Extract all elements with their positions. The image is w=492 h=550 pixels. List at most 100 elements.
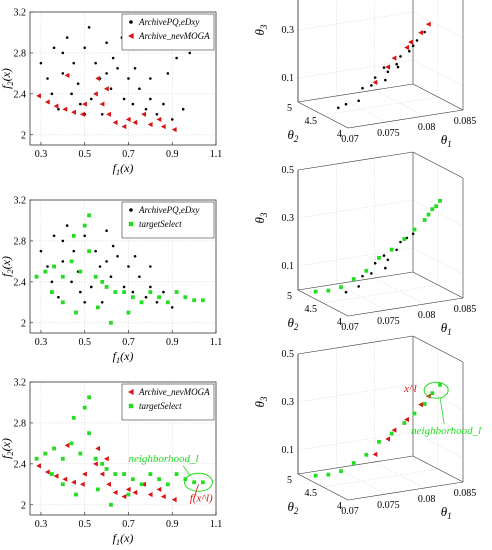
data-point bbox=[100, 461, 105, 466]
data-point bbox=[364, 268, 369, 273]
y-tick-label: 2.4 bbox=[14, 459, 27, 470]
data-point bbox=[116, 254, 119, 258]
data-point bbox=[106, 481, 111, 487]
y-tick-label: 4 bbox=[337, 129, 342, 140]
data-point bbox=[425, 21, 431, 27]
data-point bbox=[370, 272, 373, 275]
legend-label: ArchivePQ,eDxy bbox=[138, 205, 199, 215]
data-point bbox=[412, 411, 417, 416]
series3d-1 bbox=[313, 382, 442, 478]
data-point bbox=[404, 416, 410, 423]
data-point bbox=[57, 107, 60, 111]
data-point bbox=[79, 290, 82, 294]
data-point bbox=[165, 300, 170, 305]
legend-label: targetSelect bbox=[139, 219, 182, 229]
data-point bbox=[95, 305, 100, 310]
data-point bbox=[34, 456, 39, 461]
data-point bbox=[188, 51, 192, 55]
data-point bbox=[34, 274, 39, 279]
data-point bbox=[402, 237, 407, 241]
y-axis-label: θ2 bbox=[288, 499, 299, 516]
x-tick-label: 0.7 bbox=[122, 149, 135, 160]
data-point bbox=[149, 77, 152, 80]
x-gridline bbox=[374, 89, 425, 117]
series3d-0 bbox=[344, 232, 415, 294]
neighborhood-annotation: neighborhood_l bbox=[128, 453, 198, 465]
y-axis-label: θ2 bbox=[288, 127, 299, 144]
x-tick-label: 1.1 bbox=[210, 337, 223, 348]
data-point bbox=[113, 290, 118, 294]
data-point bbox=[361, 274, 364, 278]
data-point bbox=[62, 476, 68, 482]
series3d-1 bbox=[313, 198, 442, 294]
legend: ArchivePQ,eDxy Archive_nevMOGA bbox=[121, 13, 215, 51]
data-point bbox=[408, 39, 413, 45]
y-gridline bbox=[322, 468, 439, 488]
data-point bbox=[181, 107, 185, 111]
data-point bbox=[127, 77, 130, 80]
series-ArchivePQ,eDxy bbox=[39, 214, 174, 309]
data-point bbox=[402, 421, 407, 425]
data-point bbox=[149, 265, 152, 268]
data-point bbox=[396, 65, 400, 69]
data-point bbox=[122, 285, 126, 289]
pane-edge bbox=[412, 271, 464, 299]
neighborhood-ellipse bbox=[183, 472, 213, 492]
y-axis-line bbox=[297, 289, 349, 317]
data-point bbox=[422, 402, 427, 406]
scatter3d-plot-6: 0.07 0.075 0.08 0.085 4 4.5 5 0.1 0.3 0.5 θ1 θ2 θ3 ne… bbox=[252, 335, 481, 521]
data-point bbox=[399, 240, 402, 244]
data-point bbox=[160, 493, 166, 500]
data-point bbox=[147, 121, 153, 128]
y-tick-label: 2 bbox=[21, 318, 26, 329]
data-point bbox=[95, 445, 101, 452]
data-point bbox=[109, 502, 113, 507]
neighborhood-annotation: neighborhood_l bbox=[411, 425, 481, 437]
legend-box bbox=[121, 383, 215, 421]
x-tick-label: 0.075 bbox=[377, 500, 400, 511]
data-point bbox=[72, 61, 76, 65]
data-point bbox=[61, 72, 65, 75]
z-tick-label: 0.3 bbox=[282, 25, 295, 36]
legend-marker bbox=[129, 208, 133, 212]
series-Archive_nevMOGA bbox=[36, 72, 177, 133]
x-gridline bbox=[374, 461, 425, 489]
data-point bbox=[373, 76, 377, 79]
data-point bbox=[61, 260, 65, 263]
data-point bbox=[44, 469, 50, 475]
z-tick-label: 0.1 bbox=[282, 261, 295, 272]
data-point bbox=[94, 249, 97, 253]
data-point bbox=[121, 493, 127, 500]
data-point bbox=[71, 109, 76, 115]
y-axis-label: θ2 bbox=[288, 315, 299, 332]
data-point bbox=[89, 97, 93, 101]
data-point bbox=[76, 82, 80, 85]
data-point bbox=[395, 248, 398, 252]
data-point bbox=[162, 102, 165, 106]
data-point bbox=[36, 93, 41, 99]
data-point bbox=[71, 415, 76, 420]
data-point bbox=[385, 64, 391, 70]
data-point bbox=[426, 212, 431, 217]
legend-item: targetSelect bbox=[128, 219, 182, 229]
data-point bbox=[95, 487, 100, 492]
axes-frame bbox=[29, 381, 217, 516]
data-point bbox=[104, 285, 109, 289]
data-point bbox=[423, 30, 426, 34]
data-point bbox=[364, 452, 369, 457]
z-gridline bbox=[412, 11, 464, 39]
y-tick-label: 3.2 bbox=[14, 8, 27, 19]
z-axis-label: θ3 bbox=[252, 396, 269, 407]
y-tick-label: 5 bbox=[287, 475, 292, 486]
data-point bbox=[200, 480, 205, 485]
y-axis-label: f2(x) bbox=[0, 256, 15, 277]
data-point bbox=[112, 119, 118, 126]
data-point bbox=[109, 320, 113, 325]
fx-arrow bbox=[193, 484, 199, 498]
x-tick-label: 0.07 bbox=[341, 322, 359, 333]
z-gridline bbox=[297, 431, 414, 451]
data-point bbox=[39, 249, 43, 253]
data-point bbox=[71, 479, 76, 485]
